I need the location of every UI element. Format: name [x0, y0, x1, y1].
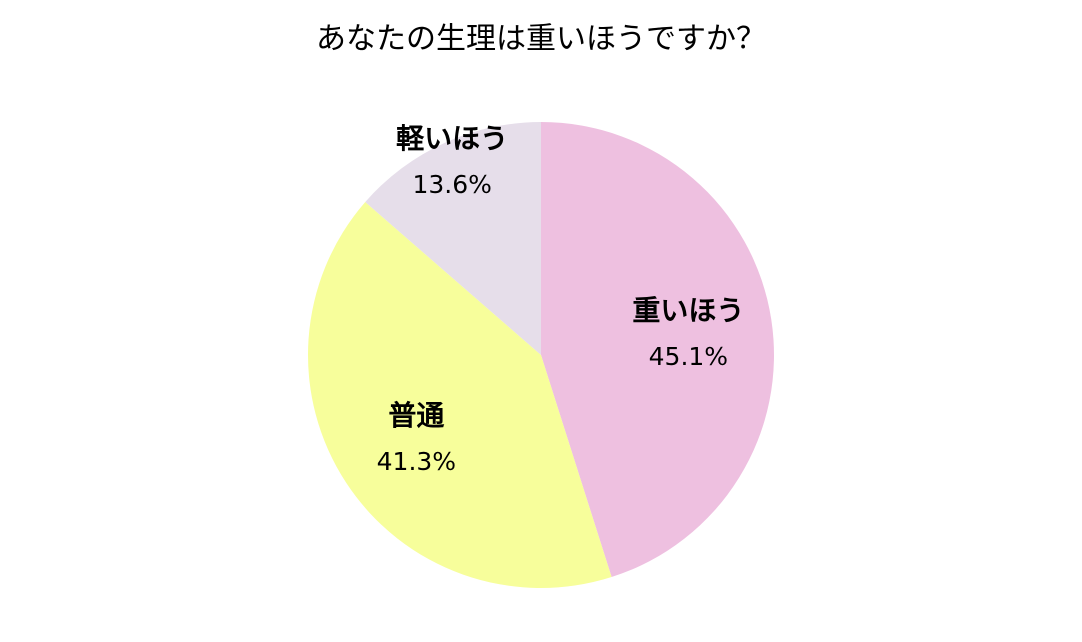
slice-category-label: 重いほう [632, 294, 744, 327]
slice-value-label: 45.1% [649, 342, 728, 371]
pie-slice [308, 202, 612, 588]
chart-title: あなたの生理は重いほうですか？ [316, 22, 766, 57]
pie-slice [365, 121, 541, 355]
pie-slice [541, 122, 774, 578]
slice-category-label: 普通 [388, 399, 444, 432]
slice-value-label: 41.3% [377, 447, 456, 476]
slice-category-label: 軽いほう [396, 122, 508, 155]
slice-value-label: 13.6% [412, 170, 491, 199]
